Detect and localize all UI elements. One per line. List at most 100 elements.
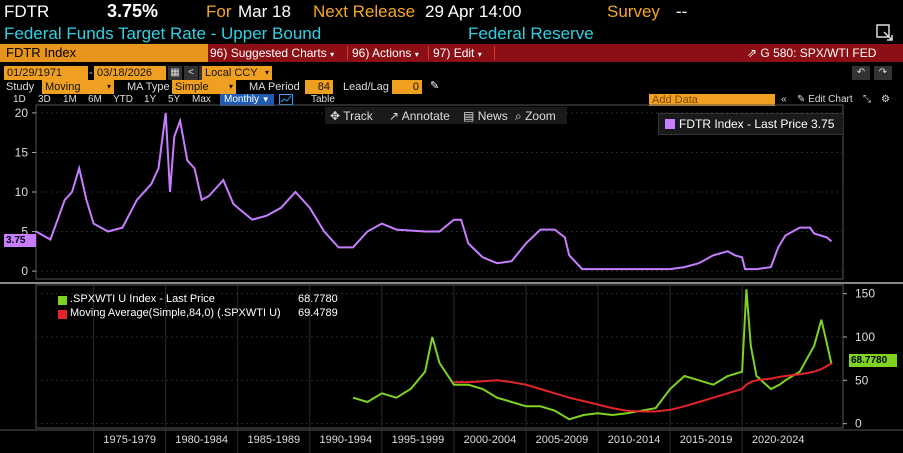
calendar-icon[interactable]: ▦	[168, 66, 182, 80]
x-tick-label: 1975-1979	[103, 434, 156, 446]
security-field[interactable]: FDTR Index	[0, 44, 208, 62]
y-tick-label: 150	[855, 287, 875, 301]
edit-chart-button[interactable]: ✎ Edit Chart	[797, 94, 853, 106]
security-description: Federal Funds Target Rate - Upper Bound	[4, 24, 322, 43]
chevron-down-icon: ▼	[261, 95, 270, 104]
period-tab-max[interactable]: Max	[192, 94, 211, 105]
survey-value: --	[676, 2, 688, 21]
security-source: Federal Reserve	[468, 24, 594, 43]
x-tick-label: 2000-2004	[464, 434, 517, 446]
period-tab-1y[interactable]: 1Y	[144, 94, 157, 105]
legend-swatch	[58, 296, 67, 305]
ma-period-field[interactable]: 84	[305, 80, 333, 94]
y-tick-label: 15	[15, 145, 29, 159]
period-tab-6m[interactable]: 6M	[88, 94, 102, 105]
x-tick-label: 1995-1999	[392, 434, 445, 446]
track-label: Track	[343, 109, 373, 123]
chart-toolbar	[325, 107, 567, 124]
ma-type-field[interactable]: Simple	[172, 80, 226, 94]
survey-label: Survey	[607, 2, 660, 21]
spxwti-series-line[interactable]	[352, 289, 833, 421]
chart-id[interactable]: ⇗ G 580: SPX/WTI FED	[747, 44, 876, 62]
period-tab-3d[interactable]: 3D	[38, 94, 51, 105]
legend-swatch	[665, 119, 675, 129]
zoom-label: Zoom	[525, 109, 556, 123]
minimize-icon[interactable]: ⤡	[863, 94, 871, 105]
chevron-down-icon[interactable]: ▾	[104, 80, 114, 94]
legend-label-spxwti: .SPXWTI U Index - Last Price	[70, 293, 215, 305]
for-date: Mar 18	[238, 2, 291, 21]
period-tab-ytd[interactable]: YTD	[113, 94, 133, 105]
chevron-down-icon[interactable]: ▾	[226, 80, 236, 94]
collapse-icon[interactable]: «	[781, 94, 787, 105]
fdtr-series-line[interactable]	[35, 112, 833, 271]
chart-id-label: G 580: SPX/WTI FED	[760, 46, 877, 60]
actions-menu[interactable]: 96) Actions ▾	[352, 44, 419, 62]
end-date-field[interactable]: 03/18/2026	[94, 66, 166, 80]
pencil-icon: ✎	[797, 94, 806, 105]
x-tick-label: 2015-2019	[680, 434, 733, 446]
suggested-charts-menu[interactable]: 96) Suggested Charts ▾	[210, 44, 334, 62]
start-date-field[interactable]: 01/29/1971	[4, 66, 88, 80]
track-tool[interactable]: ✥ Track	[330, 108, 373, 124]
moving-average-line[interactable]	[453, 362, 832, 413]
lead-lag-label: Lead/Lag	[343, 81, 389, 93]
divider	[428, 46, 429, 60]
x-tick-label: 2020-2024	[752, 434, 805, 446]
chevron-down-icon[interactable]: ▾	[262, 66, 272, 80]
y-tick-label: 0	[855, 417, 862, 431]
legend-swatch	[58, 310, 67, 319]
bottom-legend: .SPXWTI U Index - Last Price 68.7780 Mov…	[40, 293, 338, 323]
function-bar: 96) Suggested Charts ▾ 96) Actions ▾ 97)…	[0, 44, 903, 62]
settings-icon[interactable]: ⚙	[881, 94, 890, 105]
edit-menu[interactable]: 97) Edit ▾	[433, 44, 482, 62]
y-tick-label: 100	[855, 330, 875, 344]
undo-icon[interactable]: ↶	[852, 66, 870, 80]
period-tab-1d[interactable]: 1D	[13, 94, 26, 105]
divider	[347, 46, 348, 60]
security-description-row: Federal Funds Target Rate - Upper Bound …	[0, 24, 903, 44]
date-separator: -	[89, 67, 93, 79]
y-tick-label: 50	[855, 373, 869, 387]
chevron-down-icon: ▾	[330, 50, 335, 59]
frequency-value: Monthly	[224, 94, 260, 105]
x-tick-label: 1990-1994	[320, 434, 373, 446]
add-data-input[interactable]: Add Data	[649, 94, 775, 106]
export-icon: ⇗	[747, 46, 758, 60]
period-tab-1m[interactable]: 1M	[63, 94, 77, 105]
period-tab-5y[interactable]: 5Y	[168, 94, 181, 105]
prev-icon[interactable]: <	[184, 66, 198, 80]
y-tick-label: 0	[21, 264, 28, 278]
annotate-label: Annotate	[401, 109, 450, 123]
chevron-down-icon: ▾	[477, 50, 482, 59]
actions-number: 96)	[352, 46, 370, 60]
spxwti-price-tag: 68.7780	[849, 354, 897, 367]
actions-label: Actions	[372, 46, 412, 60]
zoom-tool[interactable]: ⌕ Zoom	[515, 108, 556, 124]
for-label: For	[206, 2, 232, 21]
pencil-icon[interactable]: ✎	[430, 80, 440, 92]
study-field[interactable]: Moving Aver	[42, 80, 104, 107]
x-tick-label: 1985-1989	[247, 434, 300, 446]
y-tick-label: 10	[15, 185, 29, 199]
security-header: FDTR 3.75% For Mar 18 Next Release 29 Ap…	[0, 0, 903, 24]
legend-value-spxwti: 68.7780	[298, 293, 338, 305]
ma-type-label: MA Type	[127, 81, 170, 93]
lead-lag-field[interactable]: 0	[392, 80, 422, 94]
zoom-icon: ⌕	[515, 109, 522, 123]
y-tick-label: 20	[15, 106, 29, 120]
table-tab[interactable]: Table	[311, 94, 335, 105]
frequency-selector[interactable]: Monthly ▼	[220, 94, 274, 106]
study-label: Study	[6, 81, 35, 93]
redo-icon[interactable]: ↷	[874, 66, 892, 80]
popout-icon[interactable]	[876, 24, 894, 42]
annotate-tool[interactable]: ↗ Annotate	[389, 108, 450, 124]
next-release-date: 29 Apr 14:00	[425, 2, 522, 21]
legend-label-ma: Moving Average(Simple,84,0) (.SPXWTI U)	[70, 307, 281, 319]
last-value: 3.75%	[107, 1, 159, 21]
news-tool[interactable]: ▤ News	[463, 108, 508, 124]
currency-field[interactable]: Local CCY	[202, 66, 262, 80]
track-icon: ✥	[330, 109, 341, 123]
x-tick-label: 2005-2009	[536, 434, 589, 446]
